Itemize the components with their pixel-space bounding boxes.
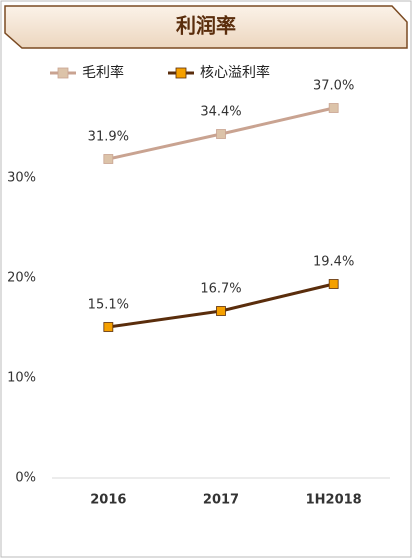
data-label: 19.4% [313, 255, 354, 270]
data-point [216, 306, 226, 316]
legend-marker [175, 67, 187, 79]
y-tick-label: 0% [15, 471, 36, 486]
x-tick-label: 1H2018 [306, 493, 362, 508]
legend-label: 毛利率 [82, 64, 124, 81]
data-label: 34.4% [200, 105, 241, 120]
x-tick-label: 2016 [90, 493, 126, 508]
y-tick-label: 20% [7, 271, 36, 286]
data-label: 31.9% [88, 130, 129, 145]
x-tick-label: 2017 [203, 493, 239, 508]
data-point [328, 279, 339, 289]
y-tick-label: 30% [7, 171, 36, 186]
legend-marker [57, 67, 69, 79]
data-label: 16.7% [200, 282, 241, 297]
data-point [103, 154, 114, 164]
chart-title: 利润率 [176, 14, 236, 38]
y-tick-label: 10% [7, 371, 36, 386]
title-banner [4, 5, 408, 49]
legend-label: 核心溢利率 [200, 64, 270, 81]
data-label: 15.1% [88, 298, 129, 313]
data-point [103, 322, 114, 332]
data-point [216, 129, 226, 139]
data-point [328, 103, 339, 113]
data-label: 37.0% [313, 79, 354, 94]
